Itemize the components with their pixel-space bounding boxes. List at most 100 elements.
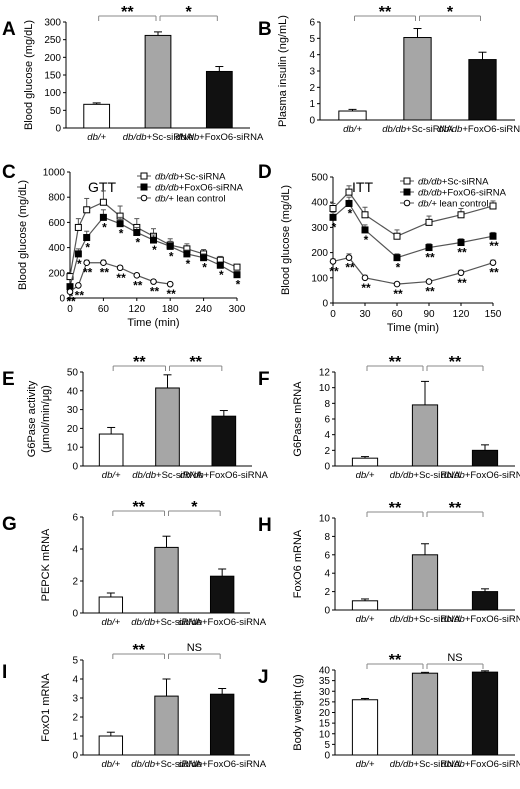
significance-label: ** — [457, 276, 467, 290]
y-tick-label: 100 — [311, 273, 328, 284]
legend-marker — [403, 177, 411, 185]
y-tick-label: 15 — [319, 719, 331, 730]
data-point — [116, 220, 124, 228]
data-point — [150, 278, 157, 285]
significance-label: ** — [100, 266, 110, 280]
y-tick-label: 4 — [309, 50, 315, 61]
significance-label: * — [236, 278, 241, 292]
y-tick-label: 1000 — [43, 168, 66, 179]
data-point — [345, 199, 353, 207]
y-tick-label: 2 — [324, 446, 330, 457]
y-tick-label: 100 — [44, 88, 61, 99]
data-point — [233, 263, 241, 271]
bar — [468, 59, 497, 121]
significance-label: * — [85, 241, 90, 255]
y-tick-label: 5 — [72, 656, 78, 667]
panel-letter: H — [258, 515, 272, 536]
bar — [209, 575, 235, 614]
y-tick-label: 600 — [48, 218, 65, 229]
x-tick-label: db/db+Sc-siRNA — [123, 132, 194, 143]
significance-label: ** — [489, 239, 499, 253]
data-point — [489, 202, 497, 210]
legend-marker — [140, 172, 148, 180]
significance-label: * — [364, 233, 369, 247]
bar — [209, 693, 235, 756]
y-tick-label: 0 — [309, 116, 315, 127]
y-axis-label: Body weight (g) — [292, 674, 304, 750]
x-tick-label: db/db+FoxO6-siRNA — [175, 132, 264, 143]
y-tick-label: 6 — [309, 18, 315, 29]
y-tick-label: 250 — [44, 35, 61, 46]
x-tick-label: db/+ — [101, 759, 120, 770]
data-point — [457, 211, 465, 219]
y-tick-label: 8 — [324, 399, 330, 410]
bar — [411, 404, 439, 467]
x-axis-label: Time (min) — [387, 322, 439, 334]
data-point — [83, 206, 91, 214]
y-axis-label: Blood glucose (mg/dL) — [17, 180, 29, 290]
significance-label: * — [396, 261, 401, 275]
y-tick-label: 200 — [311, 248, 328, 259]
chart-title: ITT — [352, 179, 373, 195]
data-point — [75, 282, 82, 289]
x-tick-label: db/db+FoxO6-siRNA — [180, 470, 269, 481]
x-tick-label: db/db+Sc-siRNA — [131, 617, 202, 628]
significance-label: * — [135, 235, 140, 249]
significance-label: ** — [425, 251, 435, 265]
y-tick-label: 300 — [44, 18, 61, 29]
panel-letter: C — [2, 162, 16, 183]
significance-label: ** — [489, 266, 499, 280]
x-tick-label: 300 — [229, 304, 246, 315]
data-point — [425, 244, 433, 252]
significance-label: * — [202, 261, 207, 275]
panel-E: E 0 10 20 30 40 50 G6Pase activity (μmol/min/μg)… — [2, 354, 268, 481]
significance-label: ** — [361, 281, 371, 295]
x-tick-label: 60 — [98, 304, 110, 315]
y-axis-label: G6Pase mRNA — [292, 381, 304, 457]
significance-label: * — [219, 268, 224, 282]
y-tick-label: 400 — [48, 243, 65, 254]
x-tick-label: 120 — [128, 304, 145, 315]
significance-label: ** — [116, 271, 126, 285]
panel-H: H 0 2 4 6 8 10 FoxO6 mRNA db/+ db/db+Sc-siRNAdb/d… — [258, 500, 520, 625]
y-tick-label: 30 — [67, 405, 79, 416]
bar — [83, 103, 111, 129]
y-tick-label: 300 — [311, 223, 328, 234]
bar — [471, 449, 499, 467]
panel-D: D ITT 0 100 200 300 400 500 0 30 60 90 120 150 Blood g… — [258, 162, 507, 334]
data-point — [99, 198, 107, 206]
y-tick-label: 1 — [72, 732, 78, 743]
y-tick-label: 25 — [319, 697, 331, 708]
bar — [211, 415, 237, 467]
y-tick-label: 4 — [324, 430, 330, 441]
data-point — [489, 259, 497, 266]
significance-label: ** — [345, 261, 355, 275]
x-tick-label: db/db+Sc-siRNA — [390, 614, 461, 625]
legend-marker — [140, 183, 148, 191]
chart-title: GTT — [88, 179, 116, 195]
x-tick-label: db/+ — [356, 470, 375, 481]
x-tick-label: 240 — [195, 304, 212, 315]
significance-label: ** — [75, 288, 85, 302]
y-tick-label: 8 — [324, 532, 330, 543]
bar — [144, 34, 172, 129]
y-tick-label: 0 — [324, 462, 330, 473]
y-tick-label: 5 — [309, 34, 315, 45]
data-point — [329, 205, 337, 212]
panel-B: B 0 1 2 3 4 5 6 Plasma insulin (ng/mL) db/+ db/db+… — [258, 4, 520, 135]
y-axis-label: Plasma insulin (ng/mL) — [277, 15, 289, 127]
significance-label: ** — [389, 354, 402, 371]
x-tick-label: db/db+Sc-siRNA — [390, 759, 461, 770]
bar — [351, 699, 379, 756]
x-tick-label: db/+ — [356, 614, 375, 625]
data-point — [345, 254, 353, 261]
y-tick-label: 500 — [311, 173, 328, 184]
x-tick-label: db/db+Sc-siRNA — [131, 759, 202, 770]
bar — [205, 70, 233, 129]
bar — [338, 110, 367, 121]
y-tick-label: 10 — [319, 514, 331, 525]
y-tick-label: 10 — [319, 383, 331, 394]
data-point — [133, 272, 141, 279]
y-tick-label: 0 — [59, 294, 65, 305]
y-tick-label: 50 — [50, 106, 62, 117]
